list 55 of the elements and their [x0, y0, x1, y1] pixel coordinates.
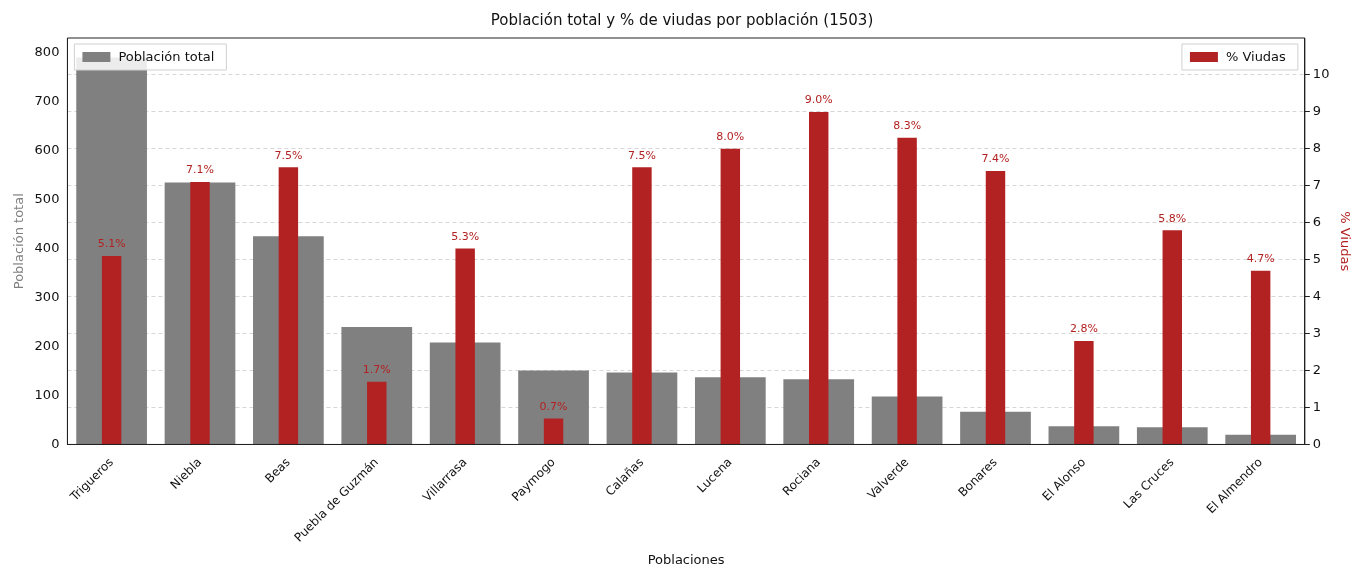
- data-label: 7.1%: [186, 163, 214, 177]
- bar: [278, 167, 299, 444]
- data-label: 5.8%: [1158, 211, 1187, 225]
- data-label: 5.1%: [97, 237, 126, 251]
- y-axis-title: Población total: [11, 193, 27, 290]
- data-label: 7.5%: [627, 148, 656, 162]
- bar: [1162, 230, 1182, 444]
- y-tick-label: 800: [34, 44, 60, 60]
- data-label: 8.3%: [893, 119, 922, 133]
- y-tick-label: 200: [34, 337, 60, 353]
- legend-label: Población total: [118, 49, 215, 65]
- y2-tick-label: 5: [1312, 251, 1322, 267]
- y-tick-label: 0: [51, 435, 60, 451]
- y2-tick-label: 7: [1312, 177, 1322, 193]
- data-label: 8.0%: [716, 130, 745, 144]
- y-tick-label: 600: [34, 142, 60, 158]
- bar: [518, 370, 589, 445]
- bar: [367, 381, 387, 444]
- data-label: 0.7%: [539, 399, 568, 413]
- bar: [897, 137, 917, 444]
- y-tick-label: 300: [34, 288, 60, 304]
- bar: [101, 256, 122, 444]
- y2-tick-label: 1: [1312, 398, 1322, 414]
- y2-tick-label: 0: [1312, 435, 1322, 451]
- x-axis-title: Poblaciones: [647, 551, 725, 567]
- data-label: 7.4%: [981, 152, 1010, 166]
- bar: [985, 171, 1006, 444]
- y2-tick-label: 4: [1312, 288, 1322, 304]
- bar: [190, 182, 210, 444]
- y2-tick-label: 3: [1312, 324, 1322, 340]
- y-tick-label: 400: [34, 239, 60, 255]
- y2-tick-label: 10: [1312, 66, 1330, 82]
- legend-label: % Viudas: [1225, 49, 1287, 65]
- y-tick-label: 500: [34, 190, 60, 206]
- data-label: 7.5%: [274, 148, 303, 162]
- bar: [1074, 341, 1094, 444]
- data-label: 5.3%: [451, 229, 480, 243]
- bar: [809, 111, 829, 444]
- data-label: 4.7%: [1246, 252, 1275, 266]
- y2-tick-label: 9: [1312, 103, 1322, 119]
- bar: [543, 418, 564, 444]
- bar: [1250, 270, 1271, 444]
- y2-tick-label: 2: [1312, 361, 1322, 377]
- y-tick-label: 100: [34, 386, 60, 402]
- y-tick-label: 700: [34, 93, 60, 109]
- y2-tick-label: 6: [1312, 214, 1322, 230]
- data-label: 1.7%: [362, 363, 391, 376]
- data-label: 2.8%: [1069, 322, 1098, 336]
- bar: [455, 248, 475, 444]
- y2-tick-label: 8: [1312, 140, 1322, 156]
- y2-axis-title: % Viudas: [1337, 211, 1353, 272]
- bar: [720, 148, 741, 444]
- chart-title: Población total y % de viudas por población (1503): [490, 10, 874, 29]
- bar: [632, 167, 652, 444]
- data-label: 9.0%: [804, 93, 833, 107]
